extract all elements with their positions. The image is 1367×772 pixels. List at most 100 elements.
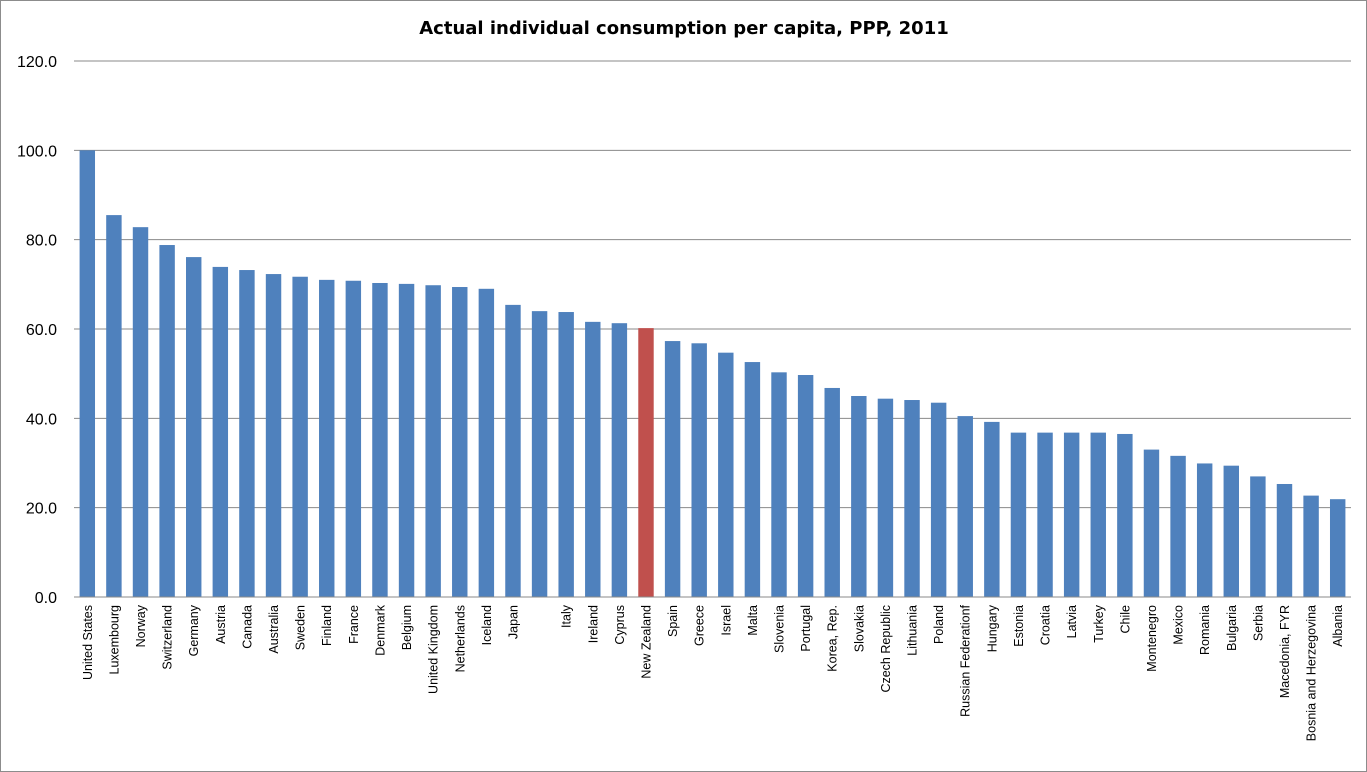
x-tick-label: Montenegro xyxy=(1145,605,1159,672)
x-tick-label: Czech Republic xyxy=(879,605,893,693)
x-tick-label: Norway xyxy=(134,604,148,647)
bar xyxy=(265,274,282,597)
x-tick-label: Russian Federationf xyxy=(959,604,973,716)
x-tick-label: Korea, Rep. xyxy=(826,605,840,672)
x-tick-label: Romania xyxy=(1198,605,1212,655)
x-tick-label: Spain xyxy=(666,605,680,637)
bar xyxy=(664,341,681,597)
bar xyxy=(611,323,628,597)
y-tick-label: 20.0 xyxy=(26,501,57,518)
bar xyxy=(824,387,840,597)
bar xyxy=(505,304,521,597)
bar xyxy=(1223,465,1239,597)
bar xyxy=(398,283,415,597)
bar xyxy=(425,285,441,597)
x-tick-label: Canada xyxy=(240,605,254,649)
x-tick-label: Malta xyxy=(746,605,760,636)
y-tick-label: 60.0 xyxy=(26,322,57,339)
bar xyxy=(1276,483,1293,597)
bar xyxy=(957,416,973,597)
bar xyxy=(1117,433,1133,597)
x-tick-label: Italy xyxy=(560,604,574,628)
bar xyxy=(984,421,1000,597)
y-tick-label: 40.0 xyxy=(26,411,57,428)
y-tick-label: 0.0 xyxy=(35,590,57,607)
x-tick-label: Switzerland xyxy=(161,605,175,670)
bar xyxy=(1090,432,1106,597)
bar xyxy=(1037,432,1053,597)
y-tick-label: 120.0 xyxy=(17,54,57,71)
bar xyxy=(239,270,255,597)
x-tick-label: Latvia xyxy=(1065,605,1079,638)
bar xyxy=(531,311,548,597)
bar xyxy=(1250,476,1266,597)
bar xyxy=(851,396,867,597)
x-axis-ticks: United States Luxembourg Norway Switzerland… xyxy=(81,604,1345,741)
bar xyxy=(691,343,707,597)
bar xyxy=(930,402,947,597)
bar xyxy=(585,321,601,597)
x-tick-label: Australia xyxy=(267,605,281,654)
bar xyxy=(452,287,468,597)
bar xyxy=(904,400,920,597)
bar xyxy=(558,312,574,597)
bars xyxy=(79,150,1346,598)
bar xyxy=(1010,432,1027,597)
y-tick-label: 100.0 xyxy=(17,143,57,160)
gridlines xyxy=(74,60,1351,509)
x-tick-label: Bulgaria xyxy=(1225,605,1239,651)
x-tick-label: Greece xyxy=(693,605,707,646)
x-tick-label: Iceland xyxy=(480,605,494,645)
bar xyxy=(771,372,787,597)
x-tick-label: Serbia xyxy=(1251,605,1265,641)
bar xyxy=(797,375,814,597)
bar xyxy=(1303,495,1319,597)
x-tick-label: Albania xyxy=(1331,605,1345,647)
bar xyxy=(638,328,654,597)
bar xyxy=(79,150,96,598)
x-tick-label: United States xyxy=(81,605,95,680)
bar xyxy=(1170,455,1186,597)
bar xyxy=(159,245,175,597)
x-tick-label: Poland xyxy=(932,605,946,644)
x-tick-label: Sweden xyxy=(294,605,308,650)
bar xyxy=(478,288,495,597)
x-tick-label: Japan xyxy=(506,605,520,639)
x-tick-label: Germany xyxy=(187,604,201,656)
bar xyxy=(292,276,308,597)
x-tick-label: Belgium xyxy=(400,605,414,650)
bar xyxy=(1196,463,1213,597)
bar xyxy=(1329,499,1346,597)
bar xyxy=(744,362,761,597)
bar xyxy=(319,279,335,597)
bar xyxy=(132,227,149,597)
x-tick-label: Austria xyxy=(214,605,228,644)
bar xyxy=(372,282,388,597)
bar xyxy=(186,257,202,597)
x-tick-label: Turkey xyxy=(1092,604,1106,642)
x-tick-label: Finland xyxy=(320,605,334,646)
x-tick-label: Macedonia, FYR xyxy=(1278,605,1292,698)
x-tick-label: Slovakia xyxy=(852,605,866,652)
x-tick-label: Denmark xyxy=(373,604,387,655)
x-tick-label: Lithuania xyxy=(906,605,920,656)
y-axis-ticks: 0.0 20.0 40.0 60.0 80.0 100.0 120.0 xyxy=(17,54,57,607)
x-tick-label: France xyxy=(347,605,361,644)
bar xyxy=(1063,432,1080,597)
x-tick-label: Netherlands xyxy=(453,605,467,672)
x-tick-label: Chile xyxy=(1118,605,1132,634)
x-tick-label: New Zealand xyxy=(639,605,653,679)
chart-title: Actual individual consumption per capita… xyxy=(419,18,949,39)
x-tick-label: Croatia xyxy=(1039,605,1053,645)
x-tick-label: United Kingdom xyxy=(427,605,441,694)
x-tick-label: Ireland xyxy=(586,605,600,643)
x-tick-label: Mexico xyxy=(1172,605,1186,645)
bar xyxy=(106,215,122,597)
bar xyxy=(1143,449,1160,597)
bar xyxy=(877,398,894,597)
bar xyxy=(718,352,734,597)
bar xyxy=(212,266,229,597)
x-tick-label: Estonia xyxy=(1012,605,1026,647)
